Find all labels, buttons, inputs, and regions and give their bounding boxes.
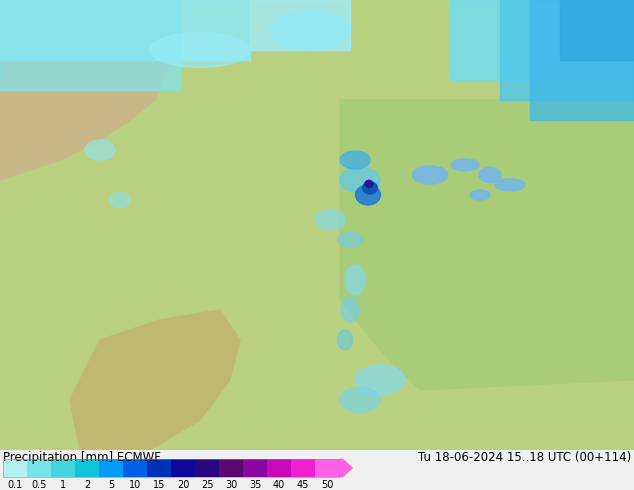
Bar [500, 0, 634, 100]
Text: 10: 10 [129, 480, 141, 490]
Ellipse shape [366, 180, 372, 185]
Bar [315, 459, 339, 477]
Text: 1: 1 [60, 480, 66, 490]
Ellipse shape [341, 297, 359, 322]
Ellipse shape [365, 180, 373, 187]
Text: 45: 45 [297, 480, 309, 490]
Polygon shape [340, 100, 634, 390]
Bar [219, 459, 243, 477]
Text: 2: 2 [84, 480, 90, 490]
Bar [267, 459, 291, 477]
Text: 50: 50 [321, 480, 333, 490]
Ellipse shape [110, 193, 130, 207]
Ellipse shape [340, 151, 370, 169]
Bar [195, 459, 219, 477]
Text: 20: 20 [177, 480, 190, 490]
Ellipse shape [413, 166, 448, 184]
Polygon shape [0, 0, 180, 180]
Text: 0.1: 0.1 [8, 480, 23, 490]
Text: 15: 15 [153, 480, 165, 490]
Bar [51, 459, 75, 477]
Bar [243, 459, 267, 477]
Ellipse shape [479, 168, 501, 182]
Ellipse shape [495, 179, 525, 191]
Ellipse shape [340, 388, 380, 413]
Bar [75, 459, 99, 477]
Bar [3, 459, 339, 477]
Ellipse shape [363, 182, 377, 194]
Text: 5: 5 [108, 480, 114, 490]
Ellipse shape [85, 140, 115, 160]
Bar [3, 459, 27, 477]
Bar [27, 459, 51, 477]
Ellipse shape [337, 330, 353, 350]
Text: Precipitation [mm] ECMWF: Precipitation [mm] ECMWF [3, 451, 161, 464]
Ellipse shape [340, 168, 380, 193]
Ellipse shape [315, 210, 345, 230]
Ellipse shape [270, 10, 350, 50]
FancyArrow shape [339, 459, 353, 477]
Bar [0, 0, 250, 60]
Bar [147, 459, 171, 477]
Ellipse shape [337, 232, 363, 247]
Bar [291, 459, 315, 477]
Ellipse shape [470, 190, 490, 200]
Ellipse shape [355, 365, 405, 395]
Bar [123, 459, 147, 477]
Ellipse shape [150, 32, 250, 68]
Text: 35: 35 [249, 480, 261, 490]
Text: 25: 25 [201, 480, 214, 490]
Polygon shape [70, 310, 240, 450]
Text: Tu 18-06-2024 15..18 UTC (00+114): Tu 18-06-2024 15..18 UTC (00+114) [418, 451, 631, 464]
Bar [171, 459, 195, 477]
Ellipse shape [345, 265, 365, 295]
Ellipse shape [356, 185, 380, 205]
Bar [530, 0, 634, 120]
Text: 0.5: 0.5 [32, 480, 47, 490]
Bar [450, 0, 634, 80]
Bar [560, 0, 634, 60]
Text: 40: 40 [273, 480, 285, 490]
Bar [0, 0, 180, 90]
Ellipse shape [451, 159, 479, 171]
Bar [99, 459, 123, 477]
Text: 30: 30 [225, 480, 237, 490]
Bar [250, 0, 350, 50]
